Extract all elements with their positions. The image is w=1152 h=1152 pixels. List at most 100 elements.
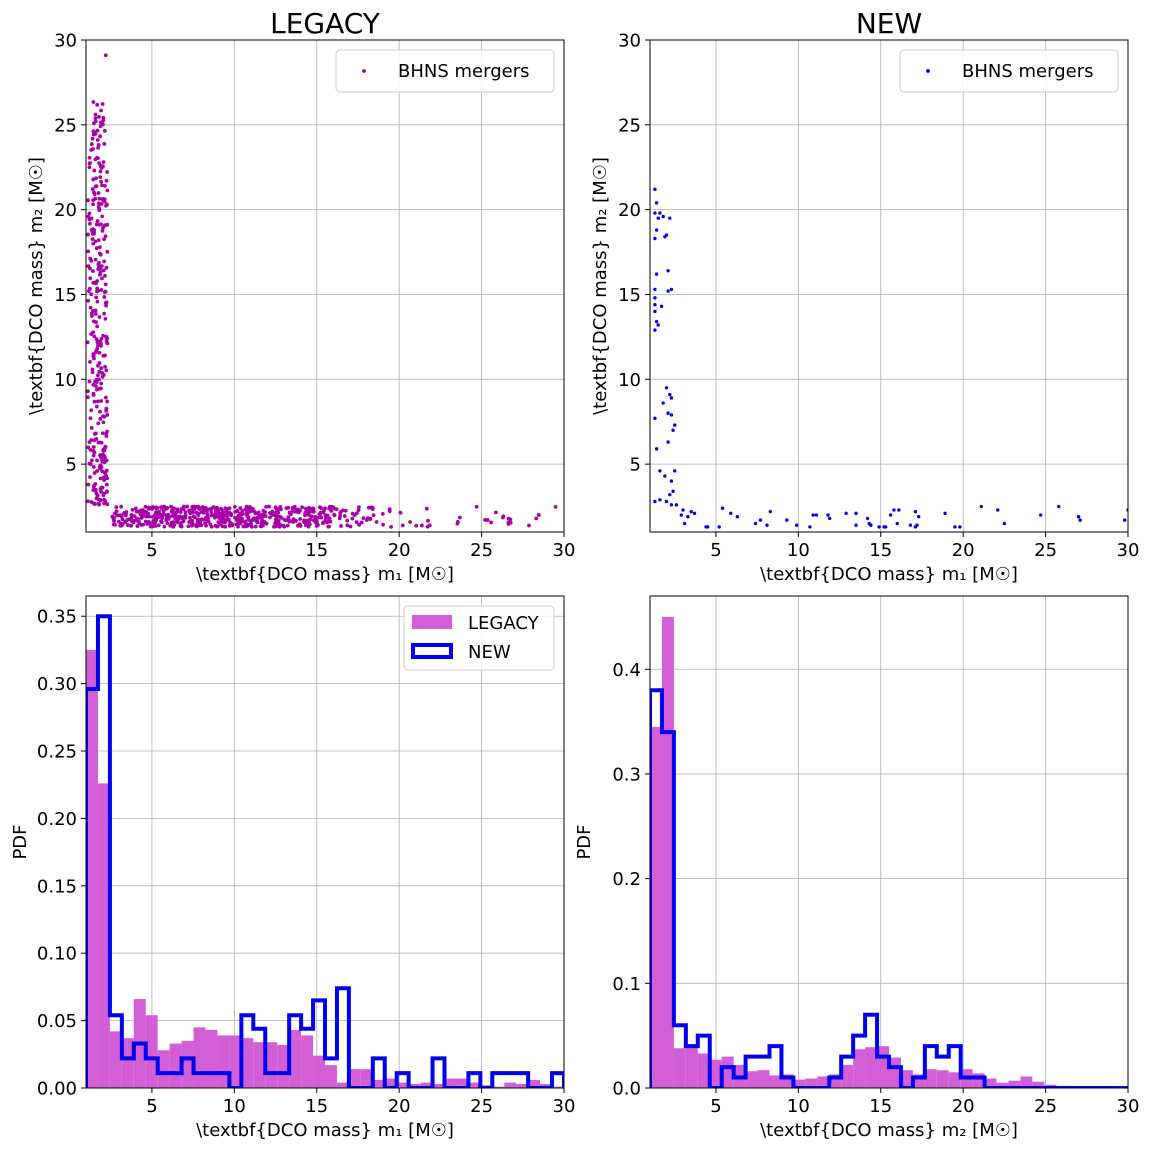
scatter-point: [99, 381, 104, 386]
scatter-point: [95, 138, 100, 142]
scatter-point: [658, 498, 662, 502]
scatter-point: [294, 509, 299, 514]
scatter-point: [267, 504, 271, 509]
scatter-point: [98, 169, 103, 174]
scatter-point: [195, 517, 200, 522]
scatter-point: [218, 522, 223, 527]
scatter-point: [101, 115, 106, 120]
x-tick-label: 5: [710, 1096, 721, 1117]
scatter-point: [96, 363, 100, 368]
scatter-point: [92, 438, 97, 443]
scatter-point: [419, 523, 424, 528]
scatter-point: [104, 458, 109, 463]
scatter-point: [527, 523, 531, 528]
scatter-point: [135, 517, 140, 521]
scatter-point: [96, 501, 101, 506]
scatter-point: [95, 299, 100, 304]
scatter-point: [735, 515, 740, 519]
scatter-point: [95, 102, 100, 107]
scatter-point: [226, 511, 230, 516]
hist-bar: [1020, 1076, 1033, 1088]
scatter-point: [94, 496, 99, 501]
scatter-point: [87, 379, 92, 384]
scatter-point: [664, 386, 669, 390]
scatter-point: [666, 440, 670, 444]
legend-label: NEW: [468, 642, 511, 663]
scatter-point: [426, 518, 430, 523]
scatter-point: [204, 523, 208, 528]
scatter-point: [91, 391, 96, 396]
scatter-point: [86, 499, 90, 504]
scatter-point: [94, 156, 99, 160]
chart-1: 5 10 15 20 25 30 5 10 15 20 25 30 \textbf{DCO mass} …: [26, 7, 575, 585]
scatter-point: [102, 455, 107, 460]
scatter-point: [653, 309, 657, 314]
scatter-point: [100, 469, 105, 474]
hist-bar: [504, 1082, 517, 1088]
plot-area: [86, 614, 564, 1088]
scatter-point: [1057, 504, 1061, 509]
scatter-point: [253, 524, 258, 529]
x-tick-label: 20: [388, 540, 411, 561]
scatter-point: [148, 524, 153, 529]
hist-bar: [181, 1040, 194, 1088]
scatter-point: [91, 382, 96, 387]
scatter-point: [119, 504, 124, 509]
scatter-point: [180, 515, 185, 519]
scatter-point: [86, 289, 91, 294]
scatter-point: [765, 523, 769, 527]
x-axis-label: \textbf{DCO mass} m₁ [M☉]: [196, 1120, 454, 1141]
scatter-point: [289, 512, 293, 517]
scatter-point: [87, 217, 92, 222]
scatter-point: [220, 512, 225, 517]
scatter-point: [359, 520, 364, 525]
scatter-point: [94, 404, 99, 409]
scatter-point: [86, 198, 90, 203]
scatter-point: [179, 507, 184, 511]
scatter-point: [854, 523, 858, 527]
scatter-point: [86, 340, 90, 345]
hist-bar: [865, 1047, 878, 1088]
scatter-point: [141, 522, 146, 527]
scatter-point: [328, 519, 332, 524]
scatter-point: [105, 399, 110, 404]
scatter-point: [91, 445, 96, 449]
scatter-point: [350, 511, 355, 516]
hist-bar: [468, 1082, 481, 1088]
scatter-point: [133, 506, 138, 511]
hist-bar: [360, 1069, 373, 1088]
scatter-point: [99, 399, 104, 403]
y-tick-label: 15: [54, 285, 77, 306]
scatter-point: [92, 399, 97, 404]
scatter-point: [100, 228, 105, 233]
scatter-point: [199, 523, 204, 528]
scatter-point: [705, 525, 710, 529]
scatter-point: [105, 202, 109, 207]
scatter-point: [203, 507, 208, 512]
scatter-point: [90, 136, 95, 141]
scatter-point: [159, 514, 164, 519]
scatter-point: [908, 523, 913, 527]
scatter-point: [98, 266, 103, 271]
scatter-point: [89, 408, 94, 413]
hist-bar: [948, 1072, 961, 1088]
scatter-point: [308, 517, 312, 522]
scatter-point: [101, 353, 106, 358]
scatter-point: [104, 482, 109, 487]
scatter-point: [915, 523, 919, 527]
scatter-point: [98, 134, 103, 139]
scatter-point: [134, 509, 139, 514]
scatter-point: [227, 506, 232, 511]
scatter-point: [666, 289, 670, 293]
scatter-point: [370, 507, 375, 512]
scatter-point: [199, 517, 204, 522]
scatter-point: [374, 520, 379, 524]
hist-bar: [444, 1078, 457, 1088]
scatter-point: [93, 184, 98, 189]
scatter-point: [129, 513, 134, 517]
scatter-point: [90, 187, 95, 191]
scatter-point: [98, 453, 102, 458]
hist-bar: [540, 1083, 553, 1088]
scatter-point: [300, 505, 305, 510]
scatter-point: [474, 504, 479, 509]
